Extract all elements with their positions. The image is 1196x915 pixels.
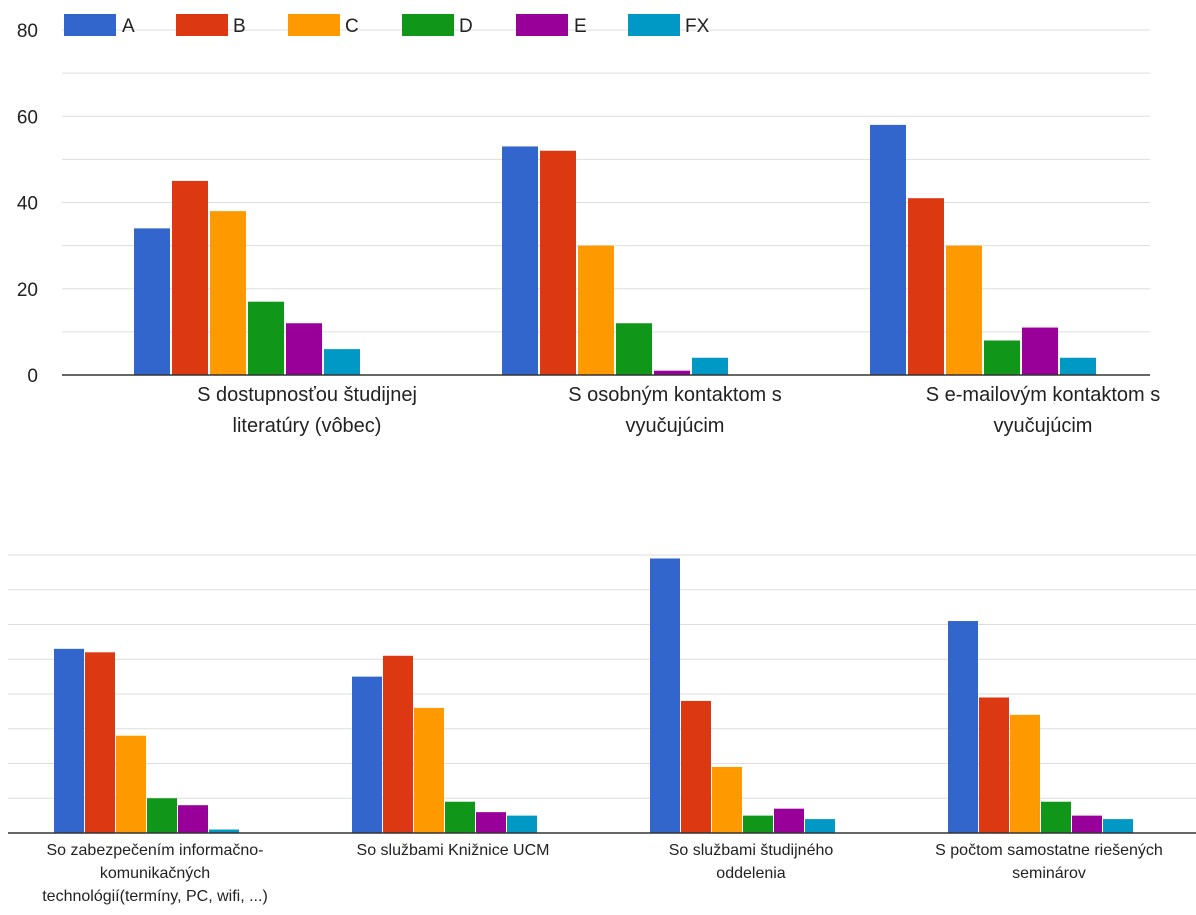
chart1-category-label: vyučujúcim: [994, 415, 1093, 437]
legend-swatch-e: [516, 14, 568, 36]
chart2-bar-d: [147, 798, 177, 833]
legend-swatch-b: [176, 14, 228, 36]
chart2-bar-a: [650, 558, 680, 833]
chart1-bar-a: [134, 228, 170, 375]
chart2-bar-a: [948, 621, 978, 833]
chart1-category-label: literatúry (vôbec): [233, 415, 382, 437]
chart2-bar-b: [383, 655, 413, 833]
chart2-category-label: seminárov: [1012, 865, 1086, 882]
chart1-bar-c: [210, 211, 246, 375]
chart1-category-label: S osobným kontaktom s: [568, 384, 781, 406]
chart2-bar-d: [445, 801, 475, 833]
legend-label-c: C: [345, 16, 359, 37]
chart1-bar-e: [654, 370, 690, 375]
legend-swatch-a: [64, 14, 116, 36]
chart2-bar-d: [743, 815, 773, 833]
chart2-category-label: So službami študijného: [669, 842, 834, 859]
chart2-bar-a: [352, 676, 382, 833]
chart1-category-label: S dostupnosťou študijnej: [197, 384, 417, 406]
chart2-category-label: So službami Knižnice UCM: [357, 842, 550, 859]
chart1-bar-a: [502, 146, 538, 375]
chart2-bar-a: [54, 648, 84, 833]
chart1-bar-b: [172, 180, 208, 375]
chart2-bar-c: [712, 766, 742, 833]
chart2-bar-fx: [1103, 819, 1133, 833]
chart1-bar-c: [578, 245, 614, 375]
legend-swatch-d: [402, 14, 454, 36]
chart2-bar-e: [178, 805, 208, 833]
chart2-bar-e: [476, 812, 506, 833]
chart1-bar-c: [946, 245, 982, 375]
chart1-bar-fx: [324, 349, 360, 375]
chart2-category-label: technológií(termíny, PC, wifi, ...): [42, 888, 268, 905]
chart2-bar-c: [414, 707, 444, 833]
chart1-category-label: S e-mailovým kontaktom s: [926, 384, 1161, 406]
chart1-bar-b: [908, 198, 944, 375]
chart1-category-label: vyučujúcim: [626, 415, 725, 437]
chart2-bar-fx: [805, 819, 835, 833]
legend-label-a: A: [122, 16, 135, 37]
chart2-bar-c: [116, 735, 146, 833]
chart1-bar-e: [286, 323, 322, 375]
chart1-bar-e: [1022, 327, 1058, 375]
chart2-bar-fx: [507, 815, 537, 833]
chart1-bar-fx: [692, 357, 728, 375]
legend-label-fx: FX: [685, 16, 710, 37]
chart1-y-tick-label: 0: [27, 366, 38, 387]
legend-swatch-c: [288, 14, 340, 36]
chart2-bar-b: [85, 652, 115, 833]
chart1-y-tick-label: 80: [17, 21, 38, 42]
chart2-bar-c: [1010, 714, 1040, 833]
chart2-bar-d: [1041, 801, 1071, 833]
chart2-category-label: komunikačných: [100, 865, 210, 882]
chart2-category-label: So zabezpečením informačno-: [47, 842, 264, 859]
chart1-bar-a: [870, 124, 906, 375]
chart2-bar-fx: [209, 829, 239, 833]
chart2-category-label: S počtom samostatne riešených: [935, 842, 1163, 859]
chart2-bar-e: [774, 808, 804, 833]
chart1-bar-d: [984, 340, 1020, 375]
chart1-y-tick-label: 60: [17, 107, 38, 128]
chart1-bar-d: [616, 323, 652, 375]
chart2-category-label: oddelenia: [716, 865, 786, 882]
legend-label-b: B: [233, 16, 246, 37]
legend-swatch-fx: [628, 14, 680, 36]
chart1-bar-b: [540, 150, 576, 375]
chart2-bar-b: [979, 697, 1009, 833]
chart2-bar-e: [1072, 815, 1102, 833]
chart1-bar-d: [248, 301, 284, 375]
chart1-y-tick-label: 20: [17, 280, 38, 301]
chart1-y-tick-label: 40: [17, 194, 38, 215]
chart2-bar-b: [681, 700, 711, 833]
legend-label-d: D: [459, 16, 473, 37]
chart1-bar-fx: [1060, 357, 1096, 375]
legend-label-e: E: [574, 16, 587, 37]
